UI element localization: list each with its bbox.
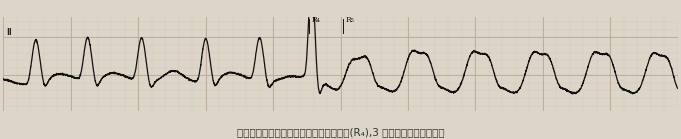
Text: II: II bbox=[6, 28, 12, 37]
Text: R₄: R₄ bbox=[311, 16, 320, 24]
Text: R₅: R₅ bbox=[345, 16, 354, 24]
Text: 窦性心律不齐、高位室性早搏伴逆传心房(R₄),3 相性完全性左束支阻滞: 窦性心律不齐、高位室性早搏伴逆传心房(R₄),3 相性完全性左束支阻滞 bbox=[237, 128, 444, 138]
